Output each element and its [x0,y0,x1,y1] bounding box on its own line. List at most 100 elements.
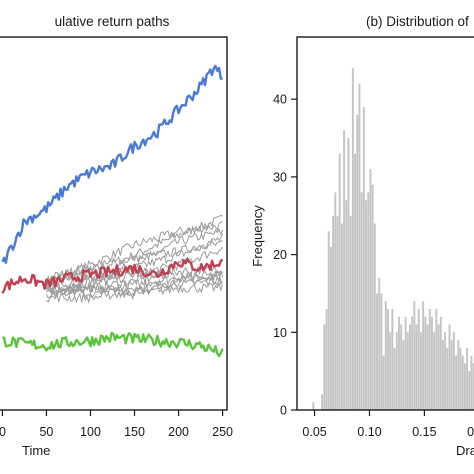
histogram-bar [426,324,429,410]
x-tick-label: 250 [212,425,233,439]
histogram-bar [332,215,335,410]
histogram-bar [376,293,378,410]
histogram-bar [470,355,473,410]
y-tick-label: 0 [280,404,287,418]
histogram-bar [389,332,392,410]
histogram-bar [349,215,352,410]
background-path-6 [46,246,224,292]
y-tick-label: 40 [273,93,287,107]
histogram-bar [373,223,376,410]
histogram-bar [463,363,466,411]
histogram-bar [406,332,409,410]
background-path-10 [46,276,223,305]
histogram-bar [430,316,433,410]
histogram-bar [420,332,422,410]
x-tick-label: 50 [39,425,53,439]
histogram-bar [468,371,471,410]
histogram-bar [402,340,405,410]
panel-b-plot-frame [296,36,474,411]
x-tick-label: 0.15 [412,425,436,439]
histogram-bar [393,347,396,410]
histogram-bar [340,223,343,410]
histogram-bar [439,316,442,410]
background-path-4 [46,233,224,281]
red-path [1,258,224,294]
histogram-bar [382,355,385,410]
histogram-bar [422,301,425,410]
x-tick-label: 0.05 [302,425,326,439]
blue-path [1,64,223,264]
histogram-bar [452,332,455,410]
histogram-bar [356,114,359,411]
x-tick-label: 0.10 [357,425,381,439]
histogram-bar [378,277,381,410]
y-tick-label: 10 [273,326,287,340]
histogram-bar [338,153,341,410]
histogram-bar [327,231,330,410]
histogram-bar [371,184,374,410]
histogram-bar [455,355,458,410]
histogram-bar [384,301,387,410]
x-tick-label: 0 [0,425,6,439]
histogram-bar [329,246,332,410]
panel-b-title: (b) Distribution of [366,14,469,29]
histogram-bar [441,340,444,410]
green-path [2,331,224,358]
panel-a-title: ulative return paths [55,14,170,29]
histogram-bar [354,153,357,410]
histogram-bar [380,293,383,410]
panel-a-plot-frame [0,36,228,411]
histogram-bar [424,316,427,410]
x-tick-label: 0.20 [467,425,474,439]
histogram-bar [351,68,354,410]
histogram-bar [433,332,436,410]
histogram-bar [435,308,438,410]
histogram-bar [448,324,451,410]
histogram-bar [444,332,447,410]
histogram-bar [417,308,420,410]
histogram-bar [461,355,464,410]
histogram-bar [345,200,348,410]
panel-b-histogram-bars [312,68,474,411]
histogram-bar [321,394,324,410]
histogram-bar [457,340,460,410]
histogram-bar [446,347,449,410]
histogram-bar [415,324,418,410]
histogram-bar [369,169,372,410]
histogram-bar [459,347,462,410]
panel-b-y-ticks: 0 10 20 30 40 [273,93,297,418]
histogram-bar [334,192,337,410]
histogram-bar [365,200,367,410]
histogram-bar [411,316,414,410]
histogram-bar [395,332,398,410]
histogram-bar [312,402,315,410]
panel-a: ulative return paths 0 50 100 150 200 250 Tim… [0,14,233,458]
histogram-bar [362,106,365,410]
histogram-bar [347,138,350,410]
background-path-11 [46,281,224,301]
histogram-bar [360,192,363,410]
x-tick-label: 150 [124,425,145,439]
histogram-bar [336,215,339,410]
histogram-bar [400,324,403,410]
histogram-bar [343,130,346,410]
histogram-bar [413,301,416,410]
panel-a-background-paths [45,214,224,305]
histogram-bar [367,192,370,410]
y-tick-label: 20 [273,248,287,262]
histogram-bar [387,308,389,410]
y-tick-label: 30 [273,170,287,184]
x-tick-label: 100 [80,425,101,439]
histogram-bar [358,83,361,411]
histogram-bar [404,316,407,410]
histogram-bar [472,363,474,411]
panel-a-x-axis-label: Time [22,443,50,458]
panel-a-x-ticks: 0 50 100 150 200 250 [0,410,233,439]
histogram-bar [323,324,326,410]
x-tick-label: 200 [168,425,189,439]
panel-b-y-axis-label: Frequency [250,205,265,267]
histogram-bar [398,316,400,410]
histogram-bar [325,308,328,410]
histogram-bar [428,308,431,410]
